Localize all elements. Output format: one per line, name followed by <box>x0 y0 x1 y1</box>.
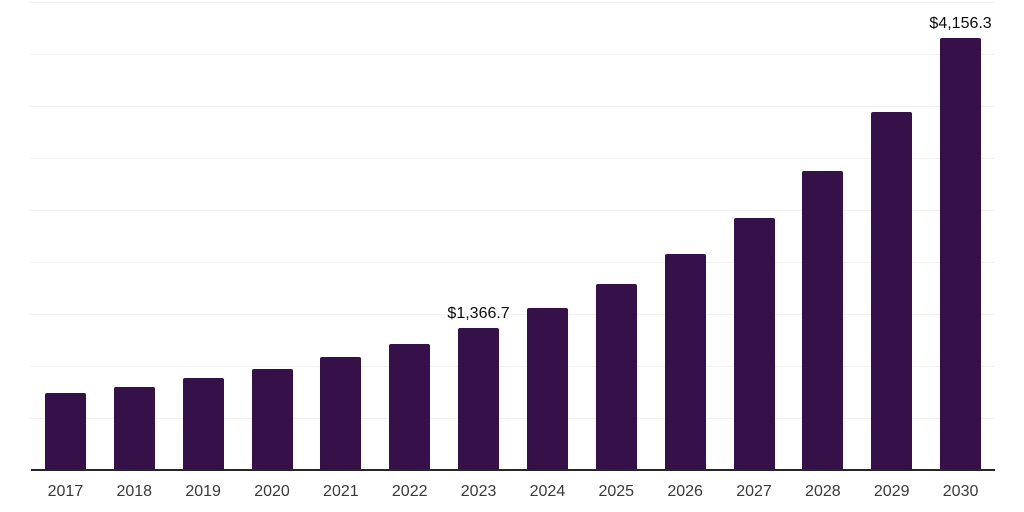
gridline-2000 <box>30 262 995 263</box>
x-tick-2027: 2027 <box>736 483 772 500</box>
x-tick-2024: 2024 <box>529 483 566 500</box>
gridline-500 <box>30 418 995 419</box>
x-tick-2022: 2022 <box>391 483 428 500</box>
bar-2026 <box>664 254 706 470</box>
x-tick-2017: 2017 <box>47 483 84 500</box>
x-tick-2019: 2019 <box>185 483 221 500</box>
gridline-3000 <box>30 158 995 159</box>
x-tick-2026: 2026 <box>667 483 703 500</box>
x-tick-2028: 2028 <box>805 483 841 500</box>
gridline-4000 <box>30 54 995 55</box>
bar-2029 <box>871 112 913 470</box>
gridline-1500 <box>30 314 995 315</box>
gridline-3500 <box>30 106 995 107</box>
bar-2024 <box>526 308 568 470</box>
bar-2017 <box>44 392 86 470</box>
bar-2028 <box>802 170 844 470</box>
x-tick-2030: 2030 <box>942 483 979 500</box>
bar-2023 <box>458 327 500 470</box>
bar-2018 <box>113 386 155 470</box>
bar-2019 <box>182 378 224 470</box>
x-axis-line <box>31 469 995 471</box>
bar-2030 <box>940 37 982 470</box>
gridline-1000 <box>30 366 995 367</box>
bar-2027 <box>733 218 775 470</box>
x-tick-2025: 2025 <box>598 483 635 500</box>
bar-2020 <box>251 369 293 470</box>
bar-2021 <box>320 356 362 470</box>
bar-2022 <box>389 344 431 470</box>
x-tick-2021: 2021 <box>323 483 359 500</box>
x-tick-2029: 2029 <box>873 483 910 500</box>
gridline-4500 <box>30 2 995 3</box>
bar-2025 <box>595 284 637 470</box>
gridline-2500 <box>30 210 995 211</box>
x-tick-2023: 2023 <box>460 483 497 500</box>
x-tick-2018: 2018 <box>116 483 153 500</box>
data-label-2023: $1,366.7 <box>447 304 510 322</box>
data-label-2030: $4,156.3 <box>929 14 992 32</box>
x-tick-2020: 2020 <box>254 483 290 500</box>
